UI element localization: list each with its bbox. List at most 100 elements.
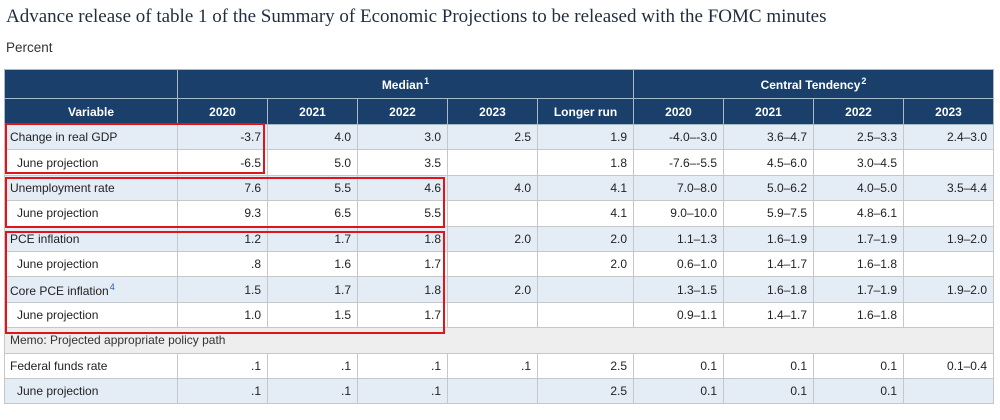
table-cell: 5.5 (357, 200, 448, 227)
table-row: Change in real GDP -3.7 4.0 3.0 2.5 1.9 … (4, 123, 994, 151)
table-cell: 4.0 (447, 174, 538, 202)
table-cell: 0.1 (633, 352, 724, 379)
col-header: 2020 (177, 98, 268, 125)
col-header: 2020 (633, 98, 724, 125)
table-cell (903, 200, 994, 227)
table-cell: 1.4–1.7 (723, 301, 814, 329)
row-label: Core PCE inflation4 (4, 276, 178, 303)
column-header-row: Variable 2020 2021 2022 2023 Longer run … (4, 98, 994, 125)
variable-header: Variable (4, 98, 178, 125)
table-cell: -3.7 (177, 123, 268, 151)
footnote-link-2[interactable]: 2 (861, 76, 867, 86)
col-header: 2021 (723, 98, 814, 125)
table-cell (903, 377, 994, 405)
footnote-link-4[interactable]: 4 (109, 281, 115, 292)
table-cell: 0.1 (813, 352, 904, 379)
table-cell: 4.1 (537, 174, 634, 202)
table-cell: .1 (447, 352, 538, 379)
table-cell: 5.0 (267, 149, 358, 176)
table-cell: 4.1 (537, 200, 634, 227)
memo-row: Memo: Projected appropriate policy path (4, 327, 994, 354)
table-cell (447, 250, 538, 278)
projections-table: Median1 Central Tendency2 Variable 2020 … (4, 69, 994, 405)
table-cell (447, 149, 538, 176)
col-header: 2023 (903, 98, 994, 125)
table-cell: 4.5–6.0 (723, 149, 814, 176)
table-cell: 1.8 (537, 149, 634, 176)
col-header: 2023 (447, 98, 538, 125)
table-cell: 1.8 (357, 276, 448, 303)
table-cell: 3.0–4.5 (813, 149, 904, 176)
row-label: June projection (4, 301, 178, 329)
table-cell (903, 301, 994, 329)
table-cell: 1.9 (537, 123, 634, 151)
table-row: June projection 1.0 1.5 1.7 0.9–1.1 1.4–… (4, 301, 994, 329)
row-label: Unemployment rate (4, 174, 178, 202)
table-cell: 2.0 (447, 276, 538, 303)
table-cell: 0.1 (633, 377, 724, 405)
table-cell (537, 276, 634, 303)
table-cell: .1 (357, 352, 448, 379)
table-cell: .1 (267, 377, 358, 405)
row-label: Change in real GDP (4, 123, 178, 151)
row-label: PCE inflation (4, 225, 178, 252)
table-cell: 3.0 (357, 123, 448, 151)
table-row: PCE inflation 1.2 1.7 1.8 2.0 2.0 1.1–1.… (4, 225, 994, 252)
table-cell: 1.9–2.0 (903, 225, 994, 252)
table-cell: 2.0 (447, 225, 538, 252)
table-cell: 1.6–1.9 (723, 225, 814, 252)
column-group-row: Median1 Central Tendency2 (4, 69, 994, 99)
table-cell: 1.5 (267, 301, 358, 329)
table-cell: 1.4–1.7 (723, 250, 814, 278)
table-cell: 1.0 (177, 301, 268, 329)
central-tendency-header: Central Tendency2 (633, 69, 994, 99)
table-cell (903, 250, 994, 278)
table-cell: 1.7 (357, 250, 448, 278)
table-cell: 5.9–7.5 (723, 200, 814, 227)
table-cell: 3.6–4.7 (723, 123, 814, 151)
table-cell: 6.5 (267, 200, 358, 227)
table-cell: 2.5–3.3 (813, 123, 904, 151)
table-cell: 1.6 (267, 250, 358, 278)
col-header: 2021 (267, 98, 358, 125)
table-cell (447, 301, 538, 329)
table-cell: 1.8 (357, 225, 448, 252)
table-cell: 1.2 (177, 225, 268, 252)
table-row: June projection .8 1.6 1.7 2.0 0.6–1.0 1… (4, 250, 994, 278)
page-title: Advance release of table 1 of the Summar… (6, 6, 827, 27)
table-cell: 1.7–1.9 (813, 225, 904, 252)
table-row: Unemployment rate 7.6 5.5 4.6 4.0 4.1 7.… (4, 174, 994, 202)
memo-label: Memo: Projected appropriate policy path (4, 327, 994, 354)
table-cell: 3.5–4.4 (903, 174, 994, 202)
table-cell (447, 377, 538, 405)
table-cell: 1.7 (357, 301, 448, 329)
table-cell: -7.6–-5.5 (633, 149, 724, 176)
table-cell: 3.5 (357, 149, 448, 176)
table-cell: 4.6 (357, 174, 448, 202)
table-cell: 1.7 (267, 276, 358, 303)
table-cell: 7.6 (177, 174, 268, 202)
table-cell: 1.9–2.0 (903, 276, 994, 303)
table-cell: 0.1 (723, 377, 814, 405)
table-cell: 0.9–1.1 (633, 301, 724, 329)
footnote-link-1[interactable]: 1 (424, 76, 430, 86)
table-cell: .1 (267, 352, 358, 379)
table-cell: 2.5 (447, 123, 538, 151)
table-cell: 5.0–6.2 (723, 174, 814, 202)
table-cell: 0.1–0.4 (903, 352, 994, 379)
table-cell: 9.0–10.0 (633, 200, 724, 227)
table-cell: -6.5 (177, 149, 268, 176)
table-cell: 9.3 (177, 200, 268, 227)
col-header: 2022 (357, 98, 448, 125)
table-cell: 0.1 (813, 377, 904, 405)
table-cell: 2.5 (537, 377, 634, 405)
table-cell: 2.0 (537, 225, 634, 252)
table-cell: .1 (177, 352, 268, 379)
median-header: Median1 (177, 69, 634, 99)
row-label: June projection (4, 377, 178, 405)
table-cell (537, 301, 634, 329)
variable-header-spacer (4, 69, 178, 99)
table-row: June projection 9.3 6.5 5.5 4.1 9.0–10.0… (4, 200, 994, 227)
table-cell: 1.3–1.5 (633, 276, 724, 303)
col-header: 2022 (813, 98, 904, 125)
